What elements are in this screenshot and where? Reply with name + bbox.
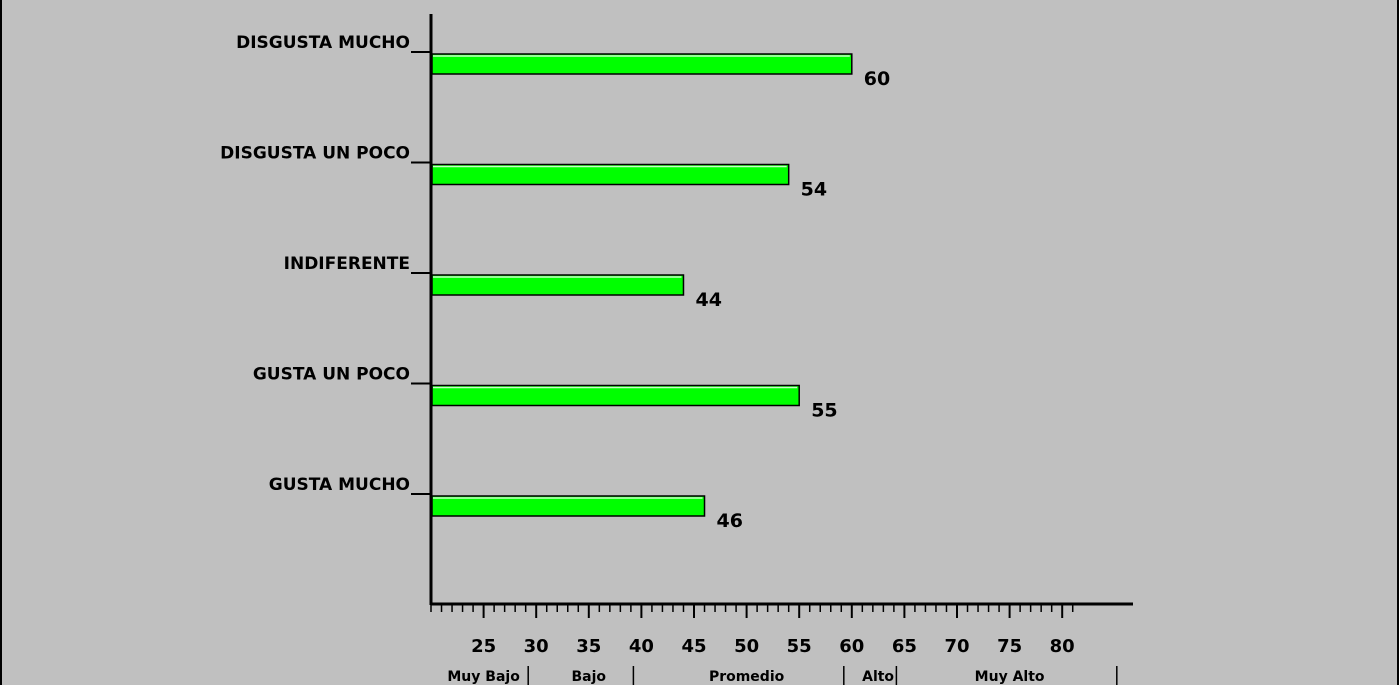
bar [431, 384, 800, 407]
x-tick-label: 65 [892, 636, 917, 657]
x-tick-label: 80 [1050, 636, 1075, 657]
x-tick-label: 60 [839, 636, 864, 657]
bar [431, 163, 790, 186]
bar [431, 274, 685, 296]
x-tick-label: 50 [734, 636, 759, 657]
band-label: Promedio [709, 669, 785, 685]
x-tick-label: 35 [576, 636, 601, 657]
band-label: Muy Alto [975, 669, 1045, 685]
category-label: DISGUSTA MUCHO [236, 33, 410, 53]
bar [431, 53, 853, 75]
x-tick-label: 25 [471, 636, 496, 657]
bar [431, 495, 706, 517]
category-label: INDIFERENTE [284, 254, 410, 274]
band-label: Muy Bajo [447, 669, 520, 685]
x-tick-label: 75 [997, 636, 1022, 657]
category-label: GUSTA UN POCO [253, 365, 410, 385]
x-tick-label: 55 [787, 636, 812, 657]
value-label: 60 [864, 68, 890, 90]
x-tick-label: 45 [681, 636, 706, 657]
value-label: 55 [811, 400, 837, 422]
x-tick-label: 70 [944, 636, 969, 657]
x-tick-label: 40 [629, 636, 654, 657]
value-label: 44 [695, 289, 721, 311]
x-tick-label: 30 [524, 636, 549, 657]
category-label: DISGUSTA UN POCO [220, 144, 410, 164]
band-label: Alto [862, 669, 894, 685]
band-label: Bajo [572, 669, 607, 685]
value-label: 54 [801, 179, 827, 201]
value-label: 46 [717, 510, 743, 532]
category-label: GUSTA MUCHO [269, 475, 410, 495]
